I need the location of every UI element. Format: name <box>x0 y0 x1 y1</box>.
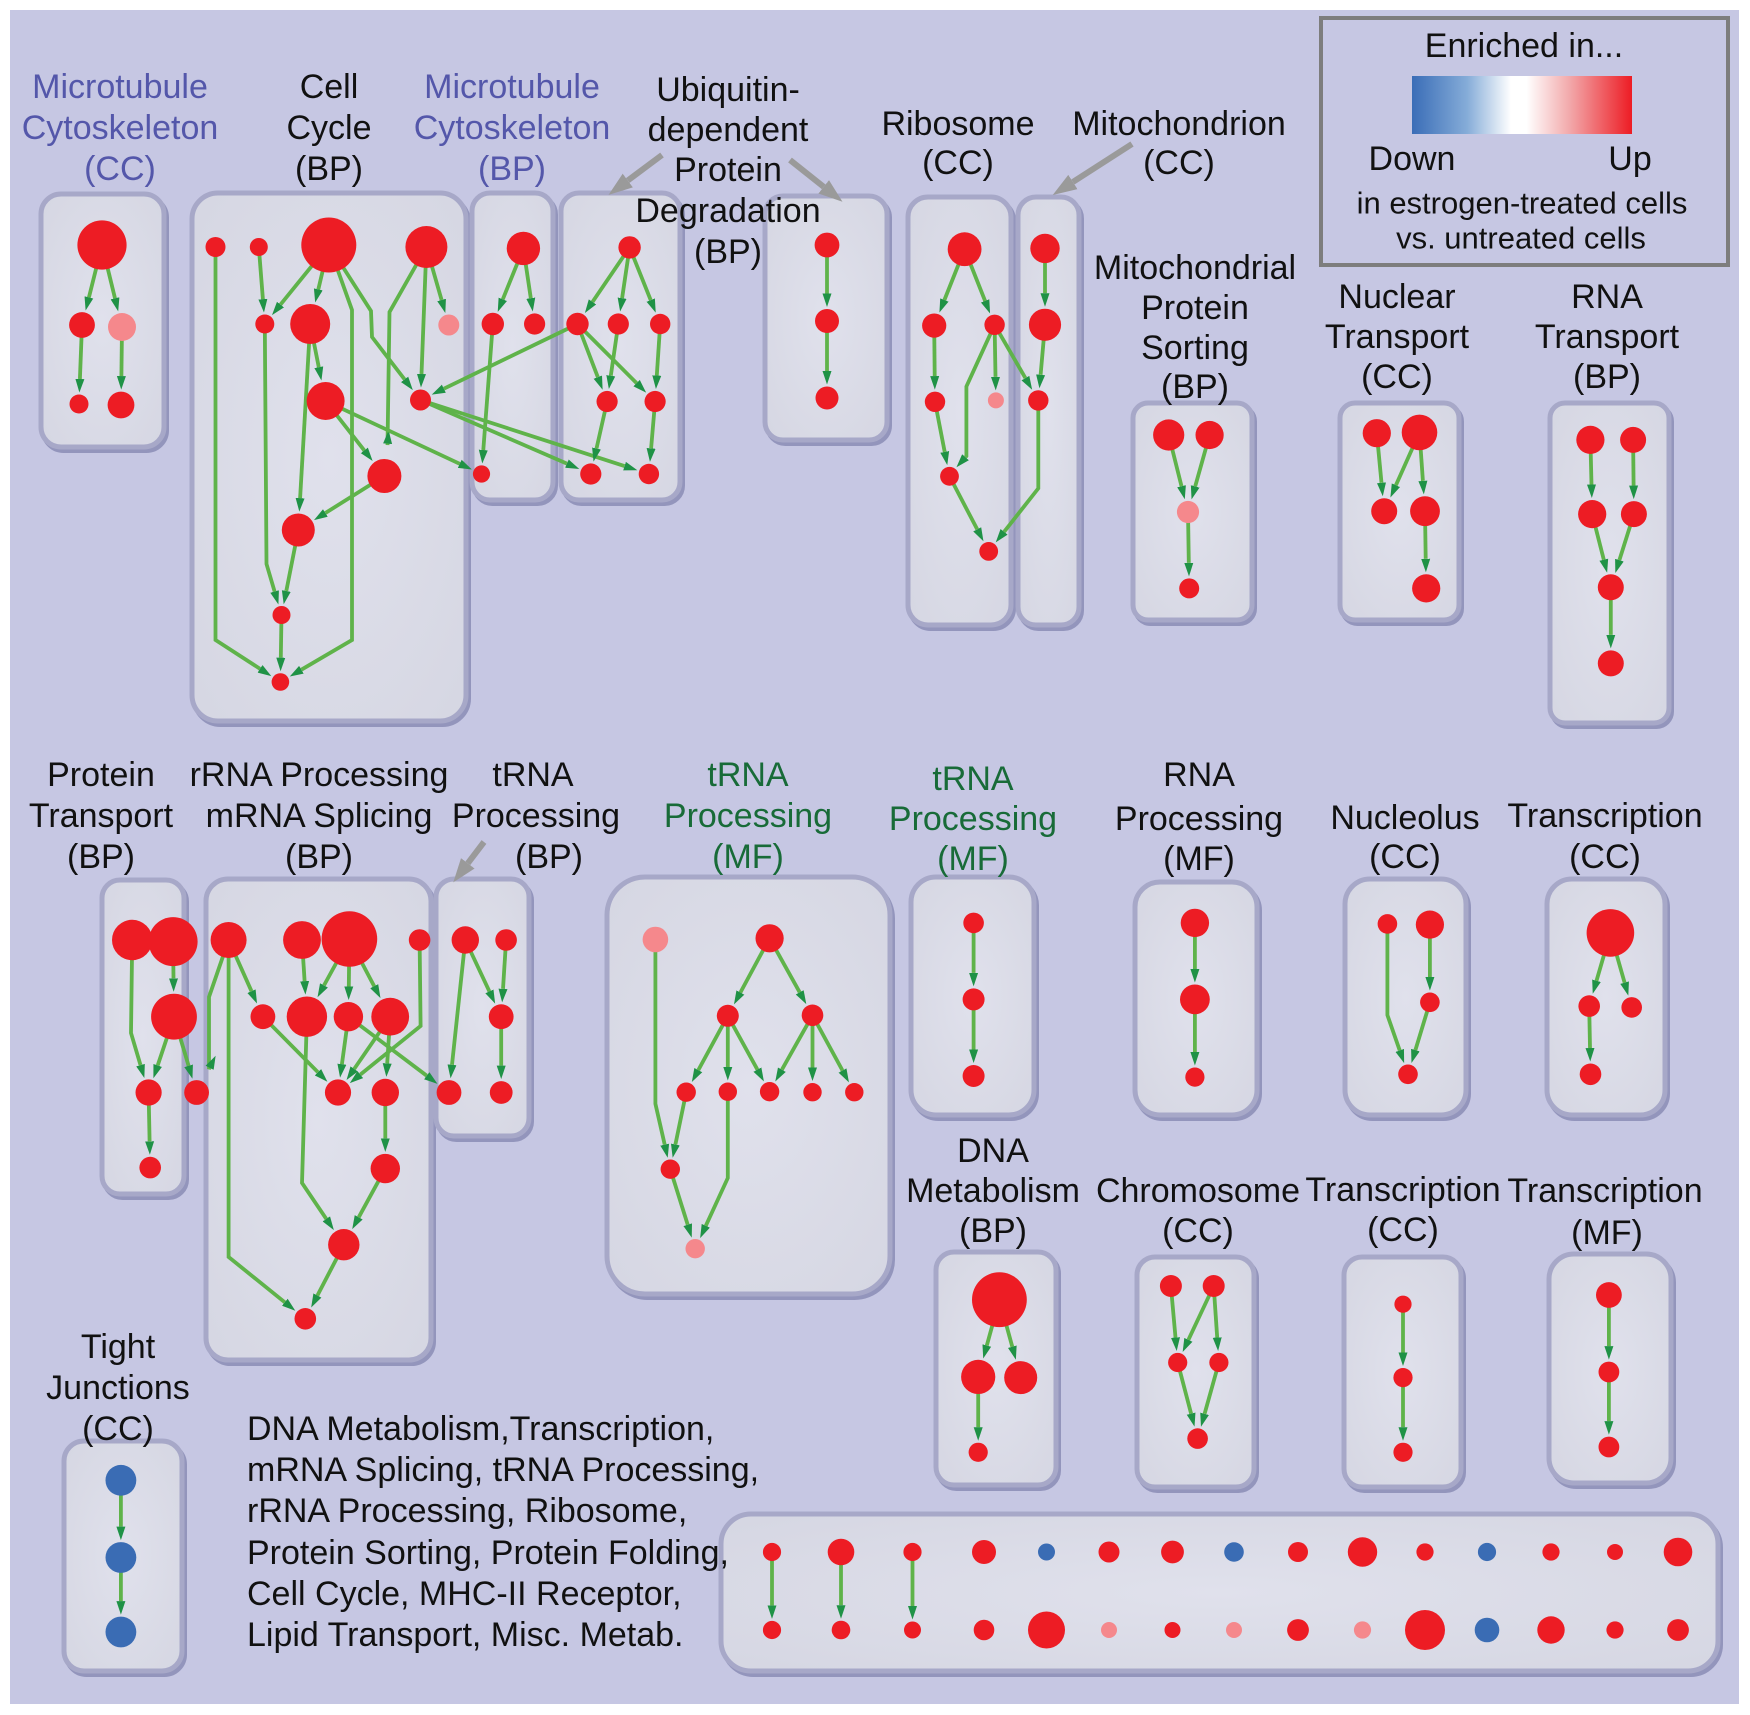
svg-text:mRNA Splicing, tRNA Processing: mRNA Splicing, tRNA Processing, <box>247 1451 759 1489</box>
svg-text:Mitochondrial: Mitochondrial <box>1094 249 1296 287</box>
svg-text:tRNA: tRNA <box>492 756 574 794</box>
svg-text:Cytoskeleton: Cytoskeleton <box>414 109 611 147</box>
svg-text:DNA: DNA <box>957 1132 1029 1170</box>
svg-text:Processing: Processing <box>889 800 1057 838</box>
svg-text:Down: Down <box>1369 140 1456 178</box>
svg-text:Ubiquitin-: Ubiquitin- <box>656 71 800 109</box>
svg-text:(BP): (BP) <box>478 150 546 188</box>
svg-text:(BP): (BP) <box>67 838 135 876</box>
svg-text:(BP): (BP) <box>285 838 353 876</box>
svg-text:(CC): (CC) <box>84 150 156 188</box>
svg-text:Protein Sorting, Protein Foldi: Protein Sorting, Protein Folding, <box>247 1534 729 1572</box>
svg-text:Ribosome: Ribosome <box>881 105 1034 143</box>
svg-text:(MF): (MF) <box>1571 1214 1643 1252</box>
svg-text:tRNA: tRNA <box>932 760 1014 798</box>
svg-text:Transcription: Transcription <box>1507 797 1702 835</box>
svg-text:Microtubule: Microtubule <box>424 68 600 106</box>
svg-text:(BP): (BP) <box>959 1212 1027 1250</box>
svg-text:Processing: Processing <box>1115 800 1283 838</box>
svg-text:Cell Cycle, MHC-II Receptor,: Cell Cycle, MHC-II Receptor, <box>247 1575 682 1613</box>
svg-text:Transport: Transport <box>1325 318 1470 356</box>
svg-text:Processing: Processing <box>452 797 620 835</box>
svg-text:Degradation: Degradation <box>635 192 820 230</box>
svg-text:Transport: Transport <box>29 797 174 835</box>
svg-text:(MF): (MF) <box>1163 840 1235 878</box>
svg-text:Cycle: Cycle <box>286 109 371 147</box>
svg-text:Chromosome: Chromosome <box>1096 1172 1300 1210</box>
svg-text:mRNA Splicing: mRNA Splicing <box>206 797 433 835</box>
svg-text:Transcription: Transcription <box>1305 1171 1500 1209</box>
svg-text:(CC): (CC) <box>1143 144 1215 182</box>
svg-text:Protein: Protein <box>674 151 782 189</box>
svg-text:tRNA: tRNA <box>707 756 789 794</box>
svg-text:in estrogen-treated cells: in estrogen-treated cells <box>1357 186 1688 221</box>
svg-text:(BP): (BP) <box>1573 358 1641 396</box>
svg-text:(CC): (CC) <box>1369 838 1441 876</box>
svg-text:Junctions: Junctions <box>46 1369 190 1407</box>
svg-text:(CC): (CC) <box>922 144 994 182</box>
svg-text:vs. untreated cells: vs. untreated cells <box>1396 221 1646 256</box>
svg-text:(CC): (CC) <box>1361 358 1433 396</box>
svg-text:Tight: Tight <box>81 1328 156 1366</box>
svg-text:(BP): (BP) <box>694 233 762 271</box>
svg-text:Up: Up <box>1608 140 1651 178</box>
svg-text:Lipid Transport, Misc. Metab.: Lipid Transport, Misc. Metab. <box>247 1616 684 1654</box>
svg-text:rRNA Processing, Ribosome,: rRNA Processing, Ribosome, <box>247 1492 687 1530</box>
svg-text:(CC): (CC) <box>1162 1212 1234 1250</box>
svg-text:Protein: Protein <box>1141 289 1249 327</box>
svg-text:Cell: Cell <box>300 68 359 106</box>
svg-text:Processing: Processing <box>664 797 832 835</box>
svg-text:Protein: Protein <box>47 756 155 794</box>
svg-text:rRNA Processing: rRNA Processing <box>190 756 449 794</box>
svg-text:Nuclear: Nuclear <box>1338 278 1455 316</box>
svg-text:Cytoskeleton: Cytoskeleton <box>22 109 219 147</box>
svg-text:(MF): (MF) <box>937 840 1009 878</box>
svg-text:Metabolism: Metabolism <box>906 1172 1080 1210</box>
svg-text:DNA Metabolism,Transcription,: DNA Metabolism,Transcription, <box>247 1410 714 1448</box>
svg-text:Mitochondrion: Mitochondrion <box>1072 105 1286 143</box>
svg-text:(BP): (BP) <box>1161 368 1229 406</box>
svg-text:Microtubule: Microtubule <box>32 68 208 106</box>
svg-text:(CC): (CC) <box>1569 838 1641 876</box>
svg-text:dependent: dependent <box>648 111 809 149</box>
svg-text:Transport: Transport <box>1535 318 1680 356</box>
svg-text:(MF): (MF) <box>712 838 784 876</box>
svg-text:(BP): (BP) <box>295 150 363 188</box>
svg-text:(BP): (BP) <box>515 838 583 876</box>
svg-text:RNA: RNA <box>1571 278 1643 316</box>
svg-text:Enriched in...: Enriched in... <box>1425 27 1623 65</box>
svg-text:Sorting: Sorting <box>1141 329 1249 367</box>
svg-text:(CC): (CC) <box>1367 1211 1439 1249</box>
svg-text:(CC): (CC) <box>82 1410 154 1448</box>
svg-text:Nucleolus: Nucleolus <box>1330 799 1479 837</box>
svg-text:RNA: RNA <box>1163 756 1235 794</box>
svg-text:Transcription: Transcription <box>1507 1172 1702 1210</box>
